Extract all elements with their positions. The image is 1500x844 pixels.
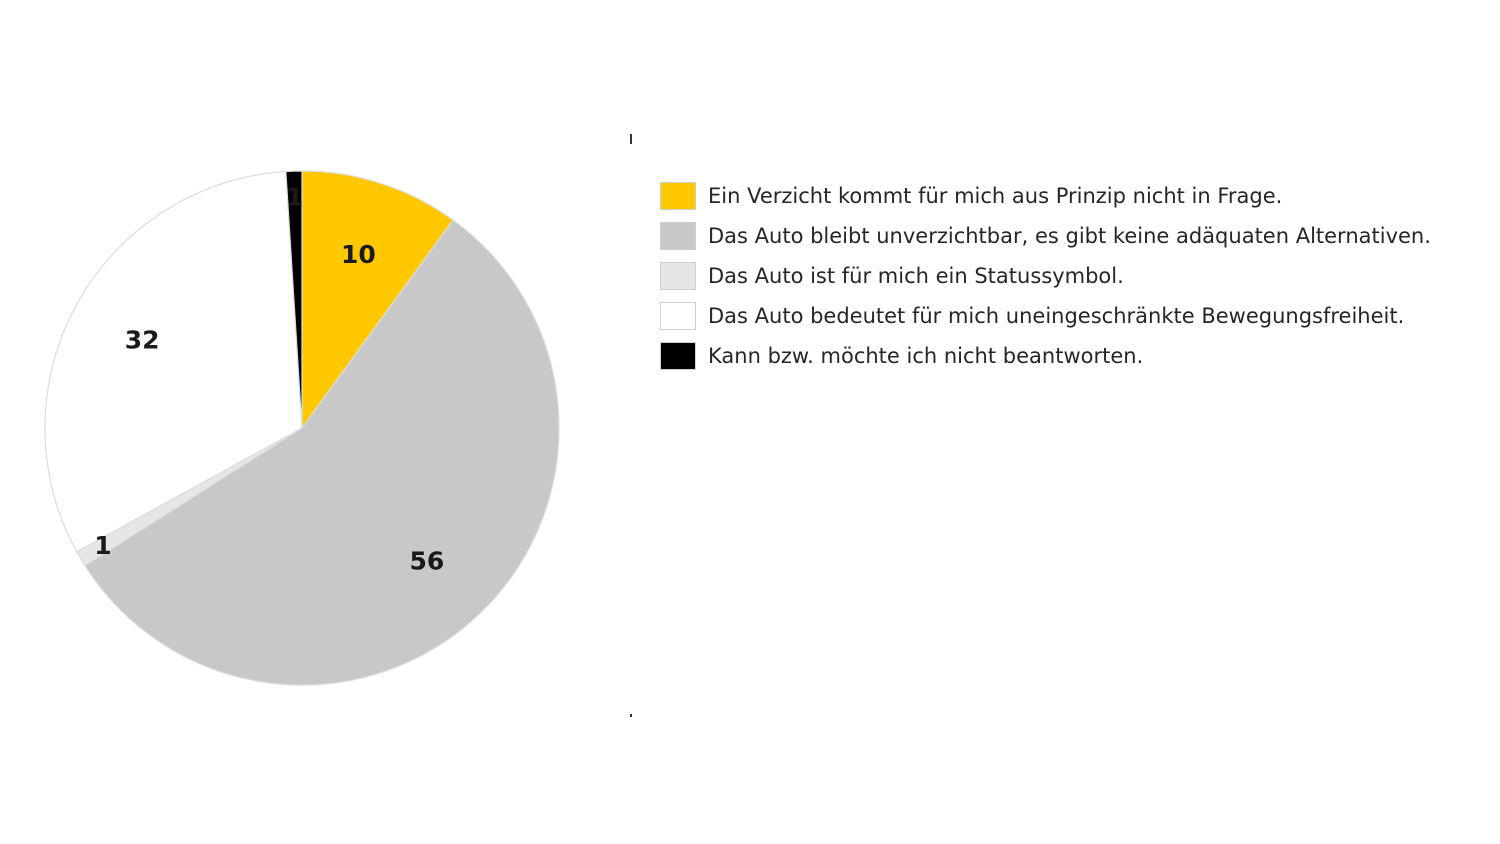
- pie-data-labels: 10 56 1 32 1: [94, 182, 444, 575]
- pie-slice-5: [285, 170, 303, 429]
- legend-item-3: Das Auto ist für mich ein Statussymbol.: [660, 256, 1480, 296]
- pie-data-label-5: 1: [286, 182, 303, 211]
- pie-data-label-2: 56: [410, 547, 445, 576]
- pie-slice-2: [84, 219, 560, 686]
- legend-label-2: Das Auto bleibt unverzichtbar, es gibt k…: [708, 224, 1431, 248]
- pie-slices: [44, 170, 560, 686]
- pie-chart-svg: 10 56 1 32 1: [44, 170, 560, 686]
- legend-swatch-3: [660, 262, 696, 290]
- separator-tick-bottom: [630, 714, 632, 717]
- legend-swatch-1: [660, 182, 696, 210]
- legend-label-1: Ein Verzicht kommt für mich aus Prinzip …: [708, 184, 1283, 208]
- pie-data-label-4: 32: [125, 326, 160, 355]
- legend-label-5: Kann bzw. möchte ich nicht beantworten.: [708, 344, 1144, 368]
- legend-label-4: Das Auto bedeutet für mich uneingeschrän…: [708, 304, 1405, 328]
- legend-item-1: Ein Verzicht kommt für mich aus Prinzip …: [660, 176, 1480, 216]
- pie-data-label-1: 10: [341, 240, 376, 269]
- pie-slice-4: [44, 170, 303, 553]
- legend-label-3: Das Auto ist für mich ein Statussymbol.: [708, 264, 1124, 288]
- legend: Ein Verzicht kommt für mich aus Prinzip …: [660, 176, 1480, 376]
- separator-tick-top: [630, 134, 632, 144]
- pie-slice-1: [301, 170, 454, 430]
- legend-item-5: Kann bzw. möchte ich nicht beantworten.: [660, 336, 1480, 376]
- pie-data-label-3: 1: [94, 531, 111, 560]
- legend-item-4: Das Auto bedeutet für mich uneingeschrän…: [660, 296, 1480, 336]
- legend-swatch-4: [660, 302, 696, 330]
- legend-swatch-2: [660, 222, 696, 250]
- legend-item-2: Das Auto bleibt unverzichtbar, es gibt k…: [660, 216, 1480, 256]
- legend-swatch-5: [660, 342, 696, 370]
